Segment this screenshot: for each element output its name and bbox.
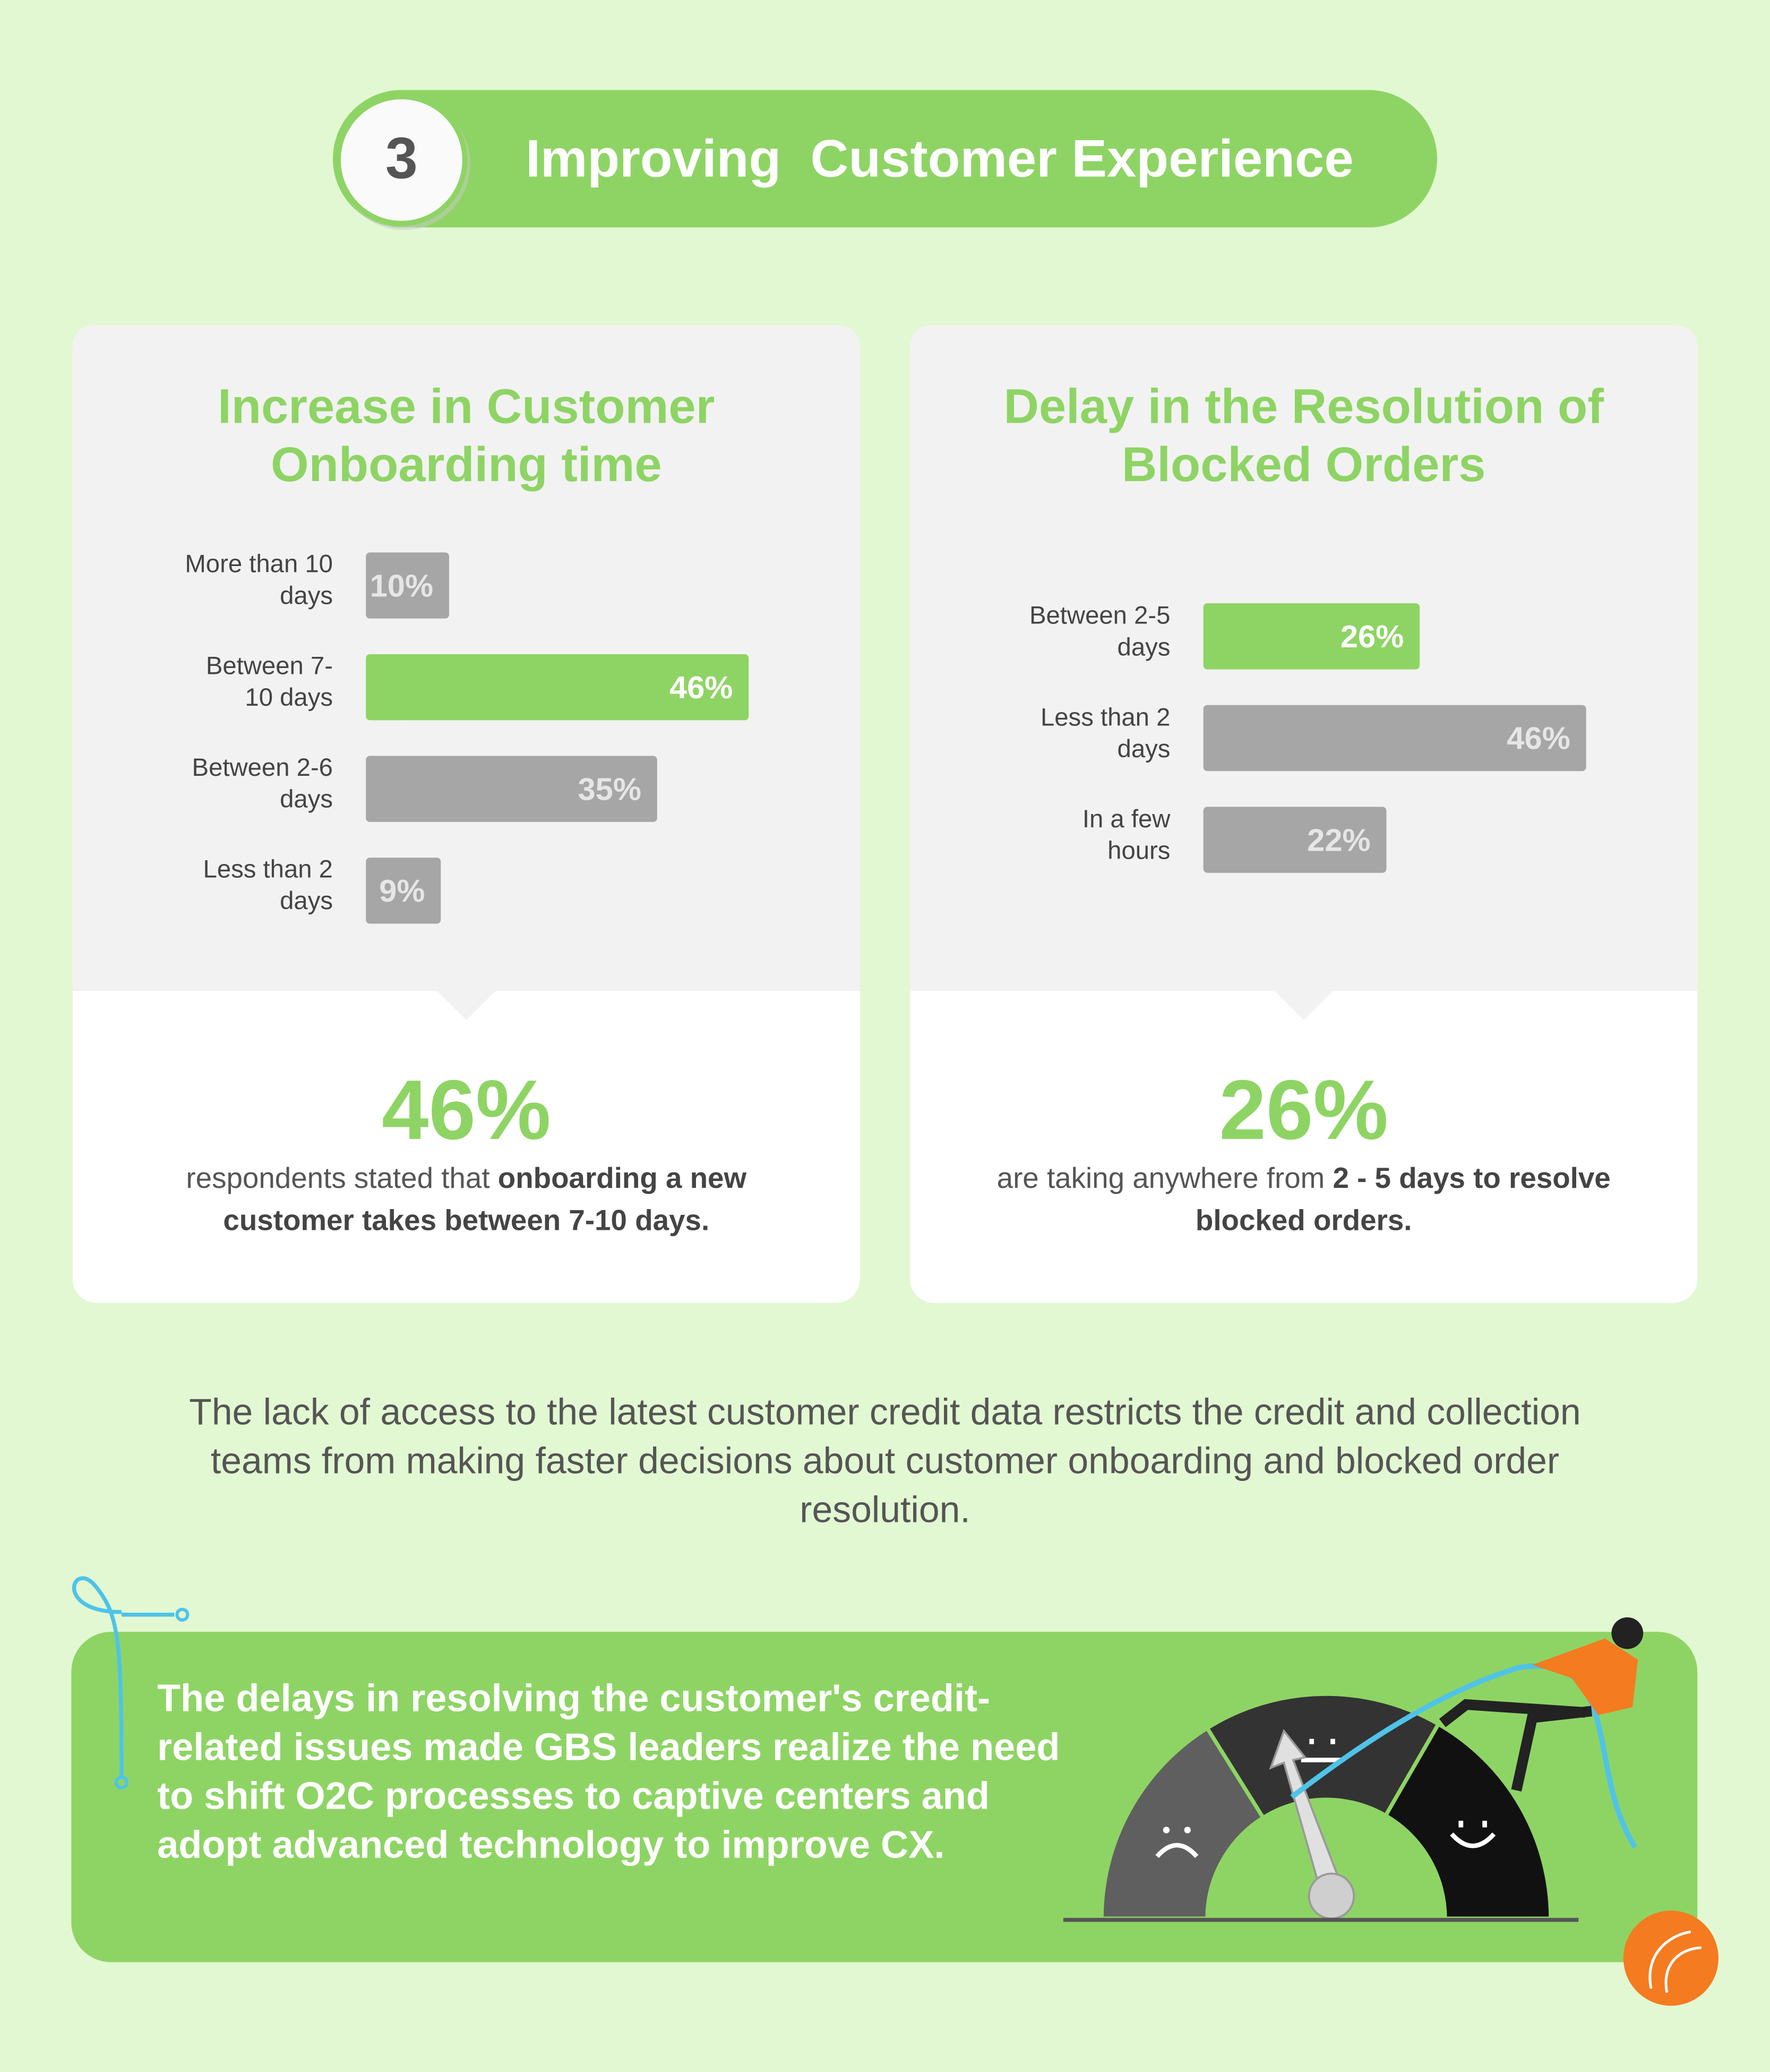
text-box: Between 2-5 days [1029,602,1171,662]
text-box: More than 10 days [185,551,333,611]
card-title: Increase in Customer Onboarding time [218,379,715,492]
category-label: Between 2-6 days [192,755,333,815]
decor-dot [114,1775,128,1790]
category-label: In a few hours [1082,805,1171,865]
decor-dot [175,1607,190,1622]
category-label: Between 2-5 days [1029,602,1171,662]
bar [1203,705,1586,772]
face-neutral [1301,1739,1342,1762]
value-label: 10% [370,568,433,603]
text-box: Less than 2 days [203,856,333,916]
note-bold: onboarding a new customer takes between … [223,1161,747,1237]
text-box: Delay in the Resolution of Blocked Order… [1003,379,1604,492]
highlight-figure: 46% [382,1063,551,1157]
text-box: Between 2-6 days [192,755,333,815]
text-box: Between 7-10 days [205,653,333,713]
note-text: are taking anywhere from [996,1161,1333,1195]
banner-text-box: The delays in resolving the customer's c… [157,1678,1060,1867]
text-box: In a few hours [1082,805,1171,865]
face-eye [1163,1827,1170,1834]
needle [1269,1728,1344,1894]
text-box: Less than 2 days [1040,704,1171,764]
card-top [910,325,1698,1021]
highlight-note: are taking anywhere from 2 - 5 days to r… [960,1158,1647,1242]
face-happy [1450,1820,1496,1848]
note-text: respondents stated that [186,1161,498,1195]
card-title: Delay in the Resolution of Blocked Order… [1003,379,1604,492]
category-label: Less than 2 days [203,856,333,916]
value-label: 35% [578,771,641,807]
category-label: More than 10 days [185,551,333,611]
decor-line [72,1576,175,1777]
cards: Increase in Customer Onboarding time More… [72,325,1698,1303]
logo [1623,1911,1719,2006]
header-number: 3 [385,126,418,191]
note-bold: 2 - 5 days to resolve blocked orders. [1195,1161,1611,1237]
highlight-note: respondents stated that onboarding a new… [123,1158,810,1242]
bar [366,858,441,924]
logo-mark [1648,1930,1702,1993]
bar [366,654,749,721]
paragraph: The lack of access to the latest custome… [189,1391,1581,1530]
category-label: Between 7-10 days [205,653,333,713]
value-label: 46% [669,670,733,705]
card: Delay in the Resolution of Blocked Order… [910,325,1698,1303]
header-title: Improving Customer Experience [526,130,1354,189]
highlight-figure: 26% [1219,1063,1388,1157]
banner-text: The delays in resolving the customer's c… [157,1678,1060,1867]
paragraph-box: The lack of access to the latest custome… [189,1391,1581,1530]
header-pill [332,90,1438,228]
face-sad [1155,1843,1199,1859]
value-label: 9% [379,873,425,909]
person-body [1532,1638,1638,1715]
bar [366,552,449,619]
text-box: respondents stated that onboarding a new… [123,1158,810,1242]
bar [1203,603,1420,670]
gauge-segment [1099,1725,1266,1921]
needle-hub [1308,1872,1355,1920]
gauge-illustration [1099,1617,1644,1921]
person-legs [1439,1699,1593,1792]
bar [1203,807,1387,873]
text-box: are taking anywhere from 2 - 5 days to r… [960,1158,1647,1242]
card: Increase in Customer Onboarding time More… [72,325,860,1303]
bar [366,756,657,822]
value-label: 46% [1507,721,1570,756]
gauge-segment [1382,1721,1553,1921]
person-head [1611,1617,1644,1649]
text-box: Increase in Customer Onboarding time [218,379,715,492]
rope [1290,1663,1638,1849]
category-label: Less than 2 days [1040,704,1171,764]
header-badge [335,94,468,226]
value-label: 22% [1307,822,1370,858]
value-label: 26% [1341,619,1404,654]
face-eye [1184,1827,1191,1834]
